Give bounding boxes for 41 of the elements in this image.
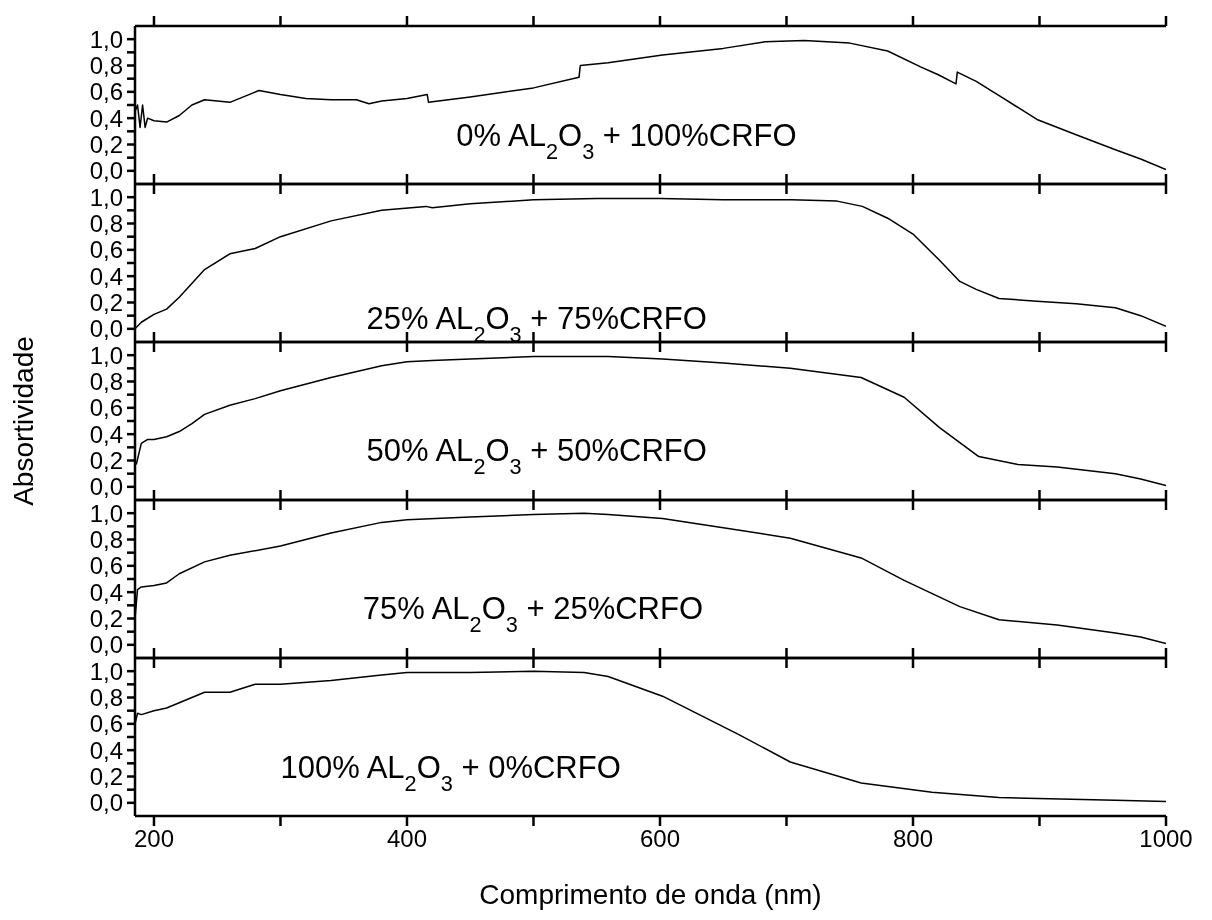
y-tick-label: 1,0	[89, 499, 123, 527]
x-tick-label: 400	[386, 825, 428, 853]
y-tick-label: 0,6	[89, 552, 123, 580]
y-tick-label: 0,8	[89, 526, 123, 554]
annotation: 50% AL$_{2}$O$_{3}$ + 50%CRFO	[366, 432, 707, 478]
y-tick-label: 0,0	[89, 473, 123, 501]
y-tick-label: 0,2	[89, 447, 123, 475]
y-tick-label: 1,0	[89, 657, 123, 685]
y-tick-label: 0,6	[89, 78, 123, 106]
y-tick-label: 1,0	[89, 25, 123, 53]
y-tick-label: 0,2	[89, 605, 123, 633]
y-tick-label: 0,6	[89, 394, 123, 422]
annotation: 0% AL$_{2}$O$_{3}$ + 100%CRFO	[456, 117, 797, 164]
y-tick-label: 0,8	[89, 684, 123, 712]
y-tick-label: 0,0	[89, 315, 123, 343]
y-tick-label: 0,2	[89, 763, 123, 791]
y-tick-label: 0,4	[89, 736, 123, 764]
y-tick-label: 0,2	[89, 289, 123, 317]
y-tick-label: 0,4	[89, 104, 123, 132]
y-tick-label: 0,4	[89, 262, 123, 290]
x-tick-label: 600	[639, 825, 681, 853]
x-tick-label: 200	[133, 825, 174, 853]
y-tick-label: 0,0	[89, 631, 123, 659]
y-tick-label: 0,2	[89, 131, 123, 159]
annotation: 75% AL$_{2}$O$_{3}$ + 25%CRFO	[362, 590, 704, 636]
y-tick-label: 0,4	[89, 420, 123, 448]
y-axis-title: Absortividade	[7, 335, 40, 508]
y-tick-label: 0,6	[89, 236, 123, 264]
y-tick-label: 0,0	[89, 789, 123, 817]
y-tick-label: 0,4	[89, 578, 123, 606]
y-tick-label: 0,8	[89, 210, 123, 238]
y-tick-label: 0,0	[89, 157, 123, 185]
y-tick-label: 0,6	[89, 710, 123, 738]
y-tick-label: 1,0	[89, 183, 123, 211]
y-tick-label: 0,8	[89, 368, 123, 396]
y-tick-label: 1,0	[89, 341, 123, 369]
x-tick-label: 1000	[1139, 825, 1193, 853]
x-tick-label: 800	[892, 825, 934, 853]
y-tick-label: 0,8	[89, 52, 123, 80]
x-axis-title: Comprimento de onda (nm)	[479, 879, 822, 910]
annotation: 100% AL$_{2}$O$_{3}$ + 0%CRFO	[280, 749, 621, 796]
